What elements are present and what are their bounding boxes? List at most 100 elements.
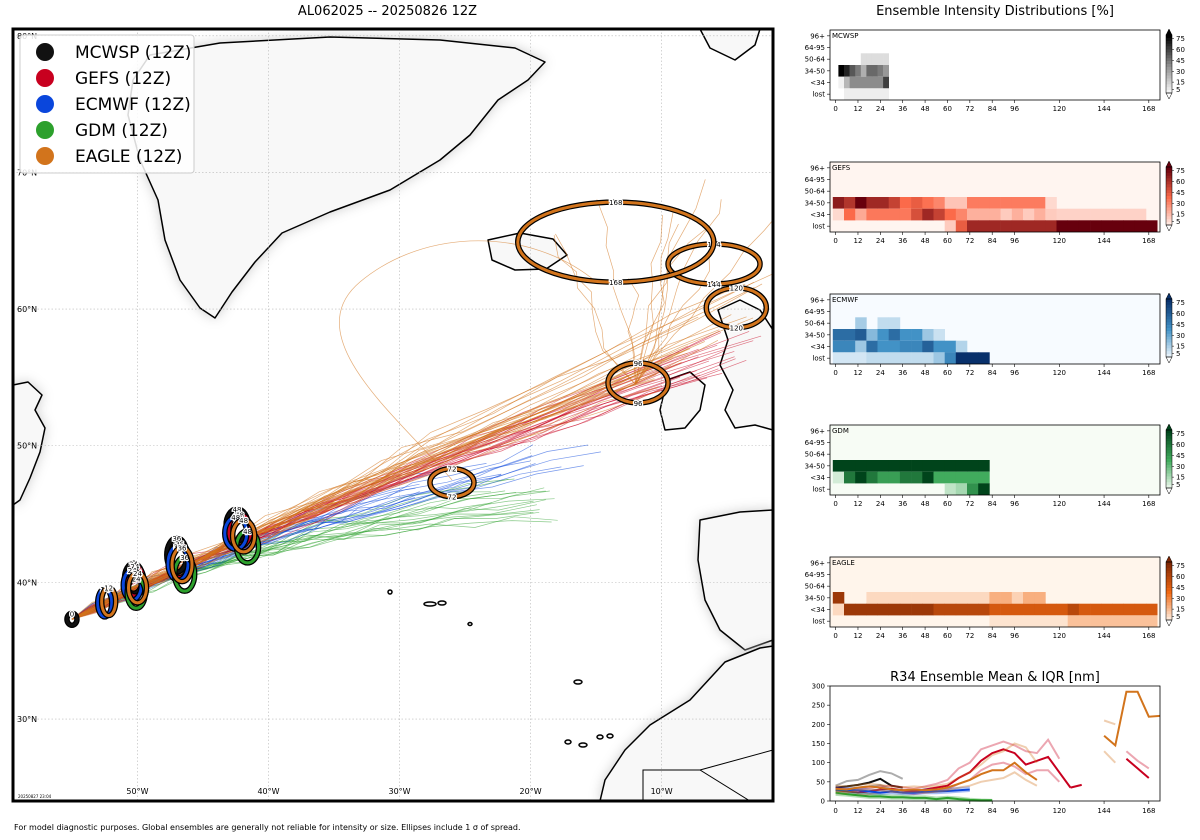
heatmap-cell (877, 65, 884, 77)
heatmap-cell (955, 603, 968, 616)
heatmap-cell (944, 603, 957, 616)
heatmap-cell (1056, 615, 1068, 627)
x-tick-label: 120 (1053, 237, 1066, 245)
heatmap-cell (855, 340, 867, 353)
heatmap-cell (888, 471, 901, 484)
heatmap-cell (899, 592, 912, 604)
track-line (553, 235, 636, 385)
r34-mean-line (835, 777, 903, 789)
colorbar-tick-label: 45 (1176, 452, 1185, 460)
colorbar-tick-label: 5 (1176, 613, 1180, 621)
heatmap-cell (911, 603, 923, 616)
heatmap-cell (855, 352, 867, 364)
x-tick-label: 12 (854, 105, 863, 113)
ellipse-hour-label: 120 (730, 325, 743, 333)
heatmap-cell (911, 592, 923, 604)
colorbar-tick-label: 75 (1176, 35, 1185, 43)
colorbar-extend (1165, 160, 1173, 168)
colorbar-swatch (1166, 435, 1172, 439)
colorbar-swatch (1166, 473, 1172, 477)
heatmap-cell (871, 53, 878, 65)
heatmap-cell (978, 208, 990, 221)
heatmap-cell (1000, 208, 1013, 221)
heatmap-cell (888, 460, 901, 472)
heatmap-cell (832, 352, 845, 364)
y-tick-label: 50-64 (805, 56, 826, 64)
heatmap-cell (911, 208, 923, 221)
heatmap-mcwsp: MCWSP 96+ 64-95 50-64 34-50 <34 lost 0 12 24 36 48 6… (805, 28, 1185, 113)
colorbar-swatch (1166, 207, 1172, 211)
heatmap-cell (944, 592, 957, 604)
heatmap-cell (1112, 603, 1124, 616)
y-tick-label: 300 (812, 683, 825, 691)
ellipse-hour-label: 36 (172, 535, 181, 543)
heatmap-cell (888, 352, 901, 364)
x-tick-label: 12 (854, 237, 863, 245)
colorbar-swatch (1166, 591, 1172, 595)
heatmap-cell (1000, 603, 1013, 616)
heatmap-gefs: GEFS 96+ 64-95 50-64 34-50 <34 lost 0 12 24 36 48 60… (805, 160, 1185, 245)
colorbar-swatch (1166, 354, 1172, 358)
x-tick-label: 60 (943, 632, 952, 640)
panel-title: Ensemble Intensity Distributions [%] (876, 4, 1114, 19)
legend-marker (36, 95, 54, 113)
heatmap-cell (866, 76, 873, 89)
forecast-ellipse: 24 (125, 569, 150, 606)
colorbar-swatch (1166, 304, 1172, 308)
colorbar-swatch (1166, 55, 1172, 59)
x-tick-label: 96 (1010, 632, 1019, 640)
lon-tick-label: 10°W (651, 787, 673, 796)
track-line (635, 209, 674, 385)
colorbar-swatch (1166, 52, 1172, 56)
forecast-ellipse: 36 (169, 543, 195, 585)
heatmap-cell (1146, 603, 1158, 616)
y-tick-label: 96+ (810, 559, 825, 567)
heatmap-cell (1067, 220, 1080, 232)
x-tick-label: 72 (965, 105, 974, 113)
colorbar-tick-label: 15 (1176, 211, 1185, 219)
track-line (339, 240, 597, 481)
colorbar-swatch (1166, 617, 1172, 621)
colorbar-swatch (1166, 201, 1172, 205)
track-line (71, 287, 755, 620)
heatmap-title: GDM (832, 427, 849, 435)
heatmap-cell (933, 352, 945, 364)
x-tick-label: 144 (1097, 369, 1111, 377)
colorbar-swatch (1166, 467, 1172, 471)
heatmap-cell (844, 88, 850, 100)
heatmap-cell (866, 603, 878, 616)
colorbar-swatch (1166, 178, 1172, 182)
heatmap-cell (1078, 220, 1091, 232)
x-tick-label: 144 (1097, 237, 1111, 245)
colorbar-extend (1165, 224, 1173, 232)
heatmap-cell (989, 208, 1001, 221)
track-line (71, 374, 657, 620)
heatmap-cell (1011, 220, 1024, 232)
heatmap-cell (1090, 603, 1102, 616)
ellipse-hour-label: 24 (132, 575, 141, 583)
legend-marker (36, 147, 54, 165)
colorbar-tick-label: 75 (1176, 562, 1185, 570)
x-tick-label: 0 (833, 807, 837, 815)
intensity-panels: MCWSP 96+ 64-95 50-64 34-50 <34 lost 0 12 24 36 48 6… (805, 28, 1185, 815)
colorbar-swatch (1166, 43, 1172, 47)
colorbar-swatch (1166, 441, 1172, 445)
heatmap-cell (1034, 197, 1046, 209)
heatmap-eagle: EAGLE 96+ 64-95 50-64 34-50 <34 lost 0 12 24 36 48 6… (805, 555, 1185, 640)
heatmap-cell (944, 483, 957, 495)
x-tick-label: 168 (1142, 369, 1155, 377)
heatmap-cell (1123, 208, 1136, 221)
heatmap-cell (1000, 592, 1013, 604)
heatmap-cell (866, 88, 873, 100)
legend-label: GDM (12Z) (75, 121, 168, 141)
heatmap-cell (922, 340, 934, 353)
colorbar-tick-label: 15 (1176, 606, 1185, 614)
heatmap-cell (967, 592, 979, 604)
ellipse-hour-label: 24 (130, 563, 139, 571)
colorbar-swatch (1166, 562, 1172, 566)
heatmap-cell (866, 460, 878, 472)
heatmap-cell (866, 471, 878, 484)
colorbar-extend (1165, 292, 1173, 300)
heatmap-cell (877, 88, 884, 100)
colorbar-swatch (1166, 459, 1172, 463)
